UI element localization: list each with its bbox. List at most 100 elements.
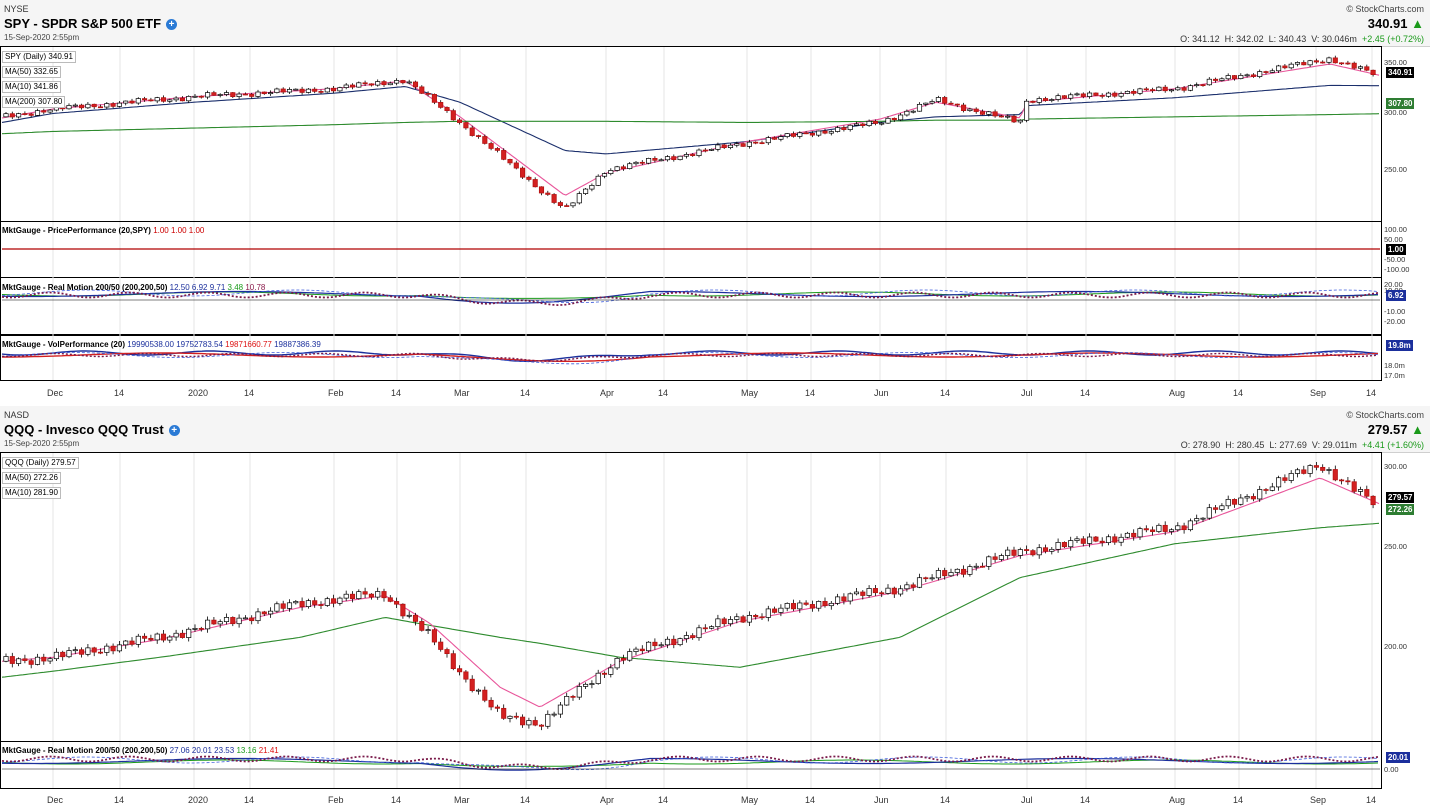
ma-line-ma10 [1,477,1380,708]
candle [746,615,752,623]
candle [394,80,400,84]
candle [211,619,217,625]
candle [110,645,116,652]
candle [142,98,148,101]
candle [438,641,444,650]
spy-title[interactable]: SPY - SPDR S&P 500 ETF + [4,16,178,31]
copyright[interactable]: © StockCharts.com [1346,410,1424,420]
candle [1187,85,1193,91]
candle [1351,481,1357,492]
x-tick-label: 14 [940,388,951,398]
candle [690,635,696,639]
candle [1068,94,1074,99]
candle [746,141,752,147]
candle [142,635,148,639]
candle [803,602,809,605]
qqq-price-pane[interactable] [0,452,1382,742]
candle [671,156,677,161]
candle [967,566,973,575]
candle [1357,66,1364,69]
qqq-ytick: 200.00 [1384,642,1407,651]
candle [331,598,337,604]
copyright[interactable]: © StockCharts.com [1346,4,1424,14]
candle [589,683,595,685]
spy-ind3-v1: 19990538.00 [127,340,174,349]
candle [614,166,620,171]
candle [1339,62,1345,65]
candle [419,86,425,94]
candle [935,97,941,102]
candle [772,608,778,613]
candle [835,127,841,132]
candle [97,651,104,654]
candle [255,91,261,97]
spy-ind3-name: MktGauge - VolPerformance (20) [2,340,125,349]
candle [1301,469,1307,474]
candle [412,81,419,88]
candle [1049,548,1055,552]
candle [242,617,248,620]
candle [551,713,557,716]
realmotion-blue [2,290,1379,304]
candle [66,650,72,658]
candle [450,653,456,669]
qqq-high: H: 280.45 [1225,440,1265,450]
qqq-title[interactable]: QQQ - Invesco QQQ Trust + [4,422,180,437]
candle [280,603,286,609]
candle [305,88,311,93]
candle [444,107,450,111]
spy-realmotion-pane[interactable] [0,277,1382,335]
candle [1332,57,1338,64]
candle [16,113,22,118]
candle [375,81,381,86]
candle [1320,466,1326,471]
candle [797,132,803,137]
candle [123,640,129,646]
spy-open: O: 341.12 [1180,34,1220,44]
qqq-exchange: NASD [4,410,30,420]
candle [853,123,860,126]
candle [135,98,141,104]
candle [910,110,916,113]
candle [1093,536,1099,542]
candle [967,108,973,111]
candle [904,584,910,590]
spy-volperf-pane[interactable] [0,335,1382,381]
candle [860,591,866,596]
candle [268,92,274,95]
candle [860,123,866,126]
candle [1105,92,1112,97]
candle [986,556,992,567]
candle [255,611,261,622]
add-icon[interactable]: + [168,425,180,436]
candle [627,163,633,169]
candle [759,616,765,619]
candle [425,93,431,95]
x-tick-label: 14 [1080,388,1091,398]
candle [349,593,356,599]
candle [916,103,923,112]
candle [507,159,513,164]
candle [494,148,500,151]
candle [1011,549,1017,556]
candle [211,92,217,96]
candle [872,120,878,124]
candle [841,596,847,602]
candle [570,202,576,207]
x-tick-label: 14 [940,795,951,805]
candle [954,568,960,573]
x-tick-label: 14 [658,388,669,398]
qqq-ind1-v3: 23.53 [214,746,235,755]
spy-price-pane[interactable] [0,46,1382,222]
candle [1219,78,1225,81]
candle [261,91,267,95]
candle [1017,119,1023,123]
x-tick-label: Dec [47,388,64,398]
candle [1313,60,1319,63]
candle [135,635,141,645]
candle [1357,489,1364,492]
add-icon[interactable]: + [166,19,178,30]
qqq-realmotion-pane[interactable] [0,741,1382,789]
candle [375,591,381,598]
